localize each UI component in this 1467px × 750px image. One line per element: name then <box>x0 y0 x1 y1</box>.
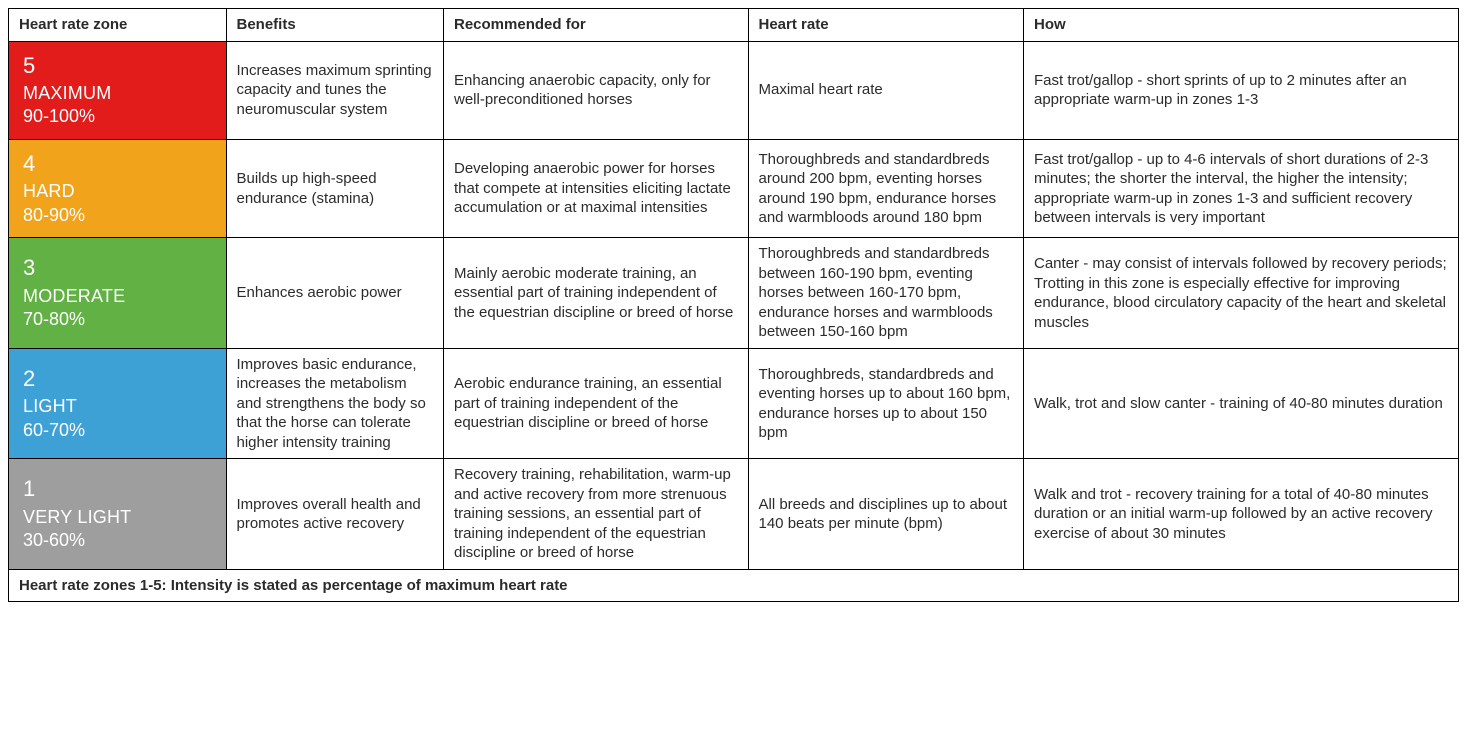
cell-benefits: Enhances aerobic power <box>226 238 444 349</box>
zone-number: 4 <box>23 150 212 179</box>
cell-heart-rate: Thoroughbreds and standardbreds between … <box>748 238 1024 349</box>
table-row: 1VERY LIGHT30-60%Improves overall health… <box>9 459 1459 570</box>
zone-badge: 3MODERATE70-80% <box>9 238 227 349</box>
table-row: 5MAXIMUM90-100%Increases maximum sprinti… <box>9 41 1459 139</box>
zone-range: 30-60% <box>23 529 212 552</box>
cell-benefits: Increases maximum sprinting capacity and… <box>226 41 444 139</box>
table-body: 5MAXIMUM90-100%Increases maximum sprinti… <box>9 41 1459 569</box>
cell-recommended: Aerobic endurance training, an essential… <box>444 348 749 459</box>
zone-name: HARD <box>23 180 212 203</box>
table-row: 4HARD80-90%Builds up high-speed enduranc… <box>9 139 1459 237</box>
cell-benefits: Improves basic endurance, increases the … <box>226 348 444 459</box>
zone-range: 80-90% <box>23 204 212 227</box>
cell-benefits: Builds up high-speed endurance (stamina) <box>226 139 444 237</box>
cell-heart-rate: All breeds and disciplines up to about 1… <box>748 459 1024 570</box>
zone-range: 90-100% <box>23 105 212 128</box>
cell-how: Walk and trot - recovery training for a … <box>1024 459 1459 570</box>
zone-range: 70-80% <box>23 308 212 331</box>
header-heart-rate: Heart rate <box>748 9 1024 42</box>
heart-rate-zone-table: Heart rate zone Benefits Recommended for… <box>8 8 1459 602</box>
zone-name: LIGHT <box>23 395 212 418</box>
zone-badge: 5MAXIMUM90-100% <box>9 41 227 139</box>
zone-badge: 4HARD80-90% <box>9 139 227 237</box>
cell-recommended: Enhancing anaerobic capacity, only for w… <box>444 41 749 139</box>
zone-number: 5 <box>23 52 212 81</box>
zone-badge: 1VERY LIGHT30-60% <box>9 459 227 570</box>
table-footer-note: Heart rate zones 1-5: Intensity is state… <box>9 569 1459 602</box>
zone-name: VERY LIGHT <box>23 506 212 529</box>
zone-number: 1 <box>23 475 212 504</box>
zone-name: MAXIMUM <box>23 82 212 105</box>
header-benefits: Benefits <box>226 9 444 42</box>
cell-how: Fast trot/gallop - up to 4-6 intervals o… <box>1024 139 1459 237</box>
table-header: Heart rate zone Benefits Recommended for… <box>9 9 1459 42</box>
cell-how: Fast trot/gallop - short sprints of up t… <box>1024 41 1459 139</box>
zone-number: 2 <box>23 365 212 394</box>
cell-heart-rate: Maximal heart rate <box>748 41 1024 139</box>
table-row: 2LIGHT60-70%Improves basic endurance, in… <box>9 348 1459 459</box>
zone-number: 3 <box>23 254 212 283</box>
cell-heart-rate: Thoroughbreds, standardbreds and eventin… <box>748 348 1024 459</box>
zone-name: MODERATE <box>23 285 212 308</box>
zone-badge: 2LIGHT60-70% <box>9 348 227 459</box>
cell-recommended: Recovery training, rehabilitation, warm-… <box>444 459 749 570</box>
header-zone: Heart rate zone <box>9 9 227 42</box>
cell-benefits: Improves overall health and promotes act… <box>226 459 444 570</box>
cell-how: Walk, trot and slow canter - training of… <box>1024 348 1459 459</box>
cell-heart-rate: Thoroughbreds and standardbreds around 2… <box>748 139 1024 237</box>
table-row: 3MODERATE70-80%Enhances aerobic powerMai… <box>9 238 1459 349</box>
header-how: How <box>1024 9 1459 42</box>
cell-recommended: Developing anaerobic power for horses th… <box>444 139 749 237</box>
zone-range: 60-70% <box>23 419 212 442</box>
cell-how: Canter - may consist of intervals follow… <box>1024 238 1459 349</box>
header-recommended: Recommended for <box>444 9 749 42</box>
cell-recommended: Mainly aerobic moderate training, an ess… <box>444 238 749 349</box>
